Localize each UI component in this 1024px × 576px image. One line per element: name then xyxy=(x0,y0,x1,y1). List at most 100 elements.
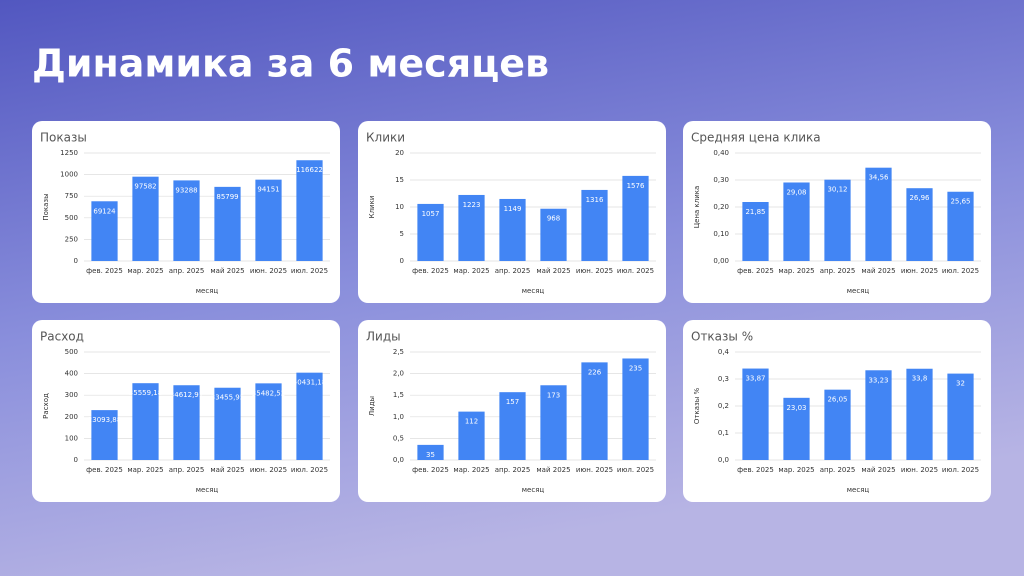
value-label: 29,08 xyxy=(786,188,806,196)
bar xyxy=(622,175,649,261)
value-label: 26,05 xyxy=(827,396,847,404)
bar xyxy=(947,373,974,460)
bar xyxy=(540,385,567,460)
value-label: 40431,18 xyxy=(293,379,326,387)
x-tick-label: мар. 2025 xyxy=(778,466,814,474)
value-label: 21,85 xyxy=(745,208,765,216)
chart-card: Средняя цена клика 0,00 0,10 0,20 0,30 0,40 Це… xyxy=(683,121,991,303)
x-tick-label: фев. 2025 xyxy=(412,267,449,275)
x-axis-label: месяц xyxy=(522,486,545,494)
y-axis-label: Лиды xyxy=(368,396,376,416)
value-label: 1057 xyxy=(422,210,440,218)
bar xyxy=(296,372,323,460)
x-tick-label: фев. 2025 xyxy=(412,466,449,474)
y-axis-label: Показы xyxy=(42,193,50,220)
x-tick-label: июн. 2025 xyxy=(901,267,938,275)
bar xyxy=(865,167,892,261)
value-label: 34612,91 xyxy=(170,391,203,399)
x-tick-label: мар. 2025 xyxy=(127,267,163,275)
x-tick-label: фев. 2025 xyxy=(86,466,123,474)
x-tick-label: июл. 2025 xyxy=(617,466,654,474)
y-tick-label: 0,10 xyxy=(713,230,729,238)
bar xyxy=(458,411,485,460)
y-tick-label: 0,00 xyxy=(713,257,729,265)
value-label: 94151 xyxy=(257,186,279,194)
bar xyxy=(214,186,241,261)
value-label: 35482,52 xyxy=(252,389,285,397)
slide-title: Динамика за 6 месяцев xyxy=(32,42,549,86)
y-tick-label: 0,0 xyxy=(718,456,729,464)
y-tick-label: 100 xyxy=(65,434,78,442)
x-tick-label: мар. 2025 xyxy=(127,466,163,474)
x-tick-label: май 2025 xyxy=(210,267,244,275)
value-label: 1149 xyxy=(504,205,522,213)
y-axis-label: Отказы % xyxy=(693,388,701,425)
y-tick-label: 0 xyxy=(74,257,78,265)
y-tick-label: 500 xyxy=(65,214,78,222)
y-tick-label: 0,5 xyxy=(393,434,404,442)
bar xyxy=(499,392,526,460)
x-tick-label: мар. 2025 xyxy=(778,267,814,275)
value-label: 116622 xyxy=(296,166,323,174)
x-tick-label: июн. 2025 xyxy=(901,466,938,474)
y-tick-label: 0,3 xyxy=(718,375,729,383)
value-label: 26,96 xyxy=(909,194,930,202)
bar xyxy=(742,202,769,261)
y-tick-label: 1,0 xyxy=(393,413,404,421)
chart-card: Лиды 0,0 0,5 1,0 1,5 2,0 2,5 Лиды месяц фев. 2025… xyxy=(358,320,666,502)
y-tick-label: 1,5 xyxy=(393,391,404,399)
bar xyxy=(581,189,608,261)
x-tick-label: июн. 2025 xyxy=(250,466,287,474)
value-label: 33,87 xyxy=(745,375,765,383)
x-tick-label: апр. 2025 xyxy=(820,466,856,474)
x-tick-label: апр. 2025 xyxy=(495,466,531,474)
y-tick-label: 0,4 xyxy=(718,348,730,356)
bar xyxy=(824,389,851,460)
chart-title: Лиды xyxy=(366,330,401,344)
value-label: 69124 xyxy=(93,207,116,215)
bar xyxy=(214,387,241,460)
value-label: 157 xyxy=(506,398,519,406)
value-label: 85799 xyxy=(216,193,238,201)
chart-card: Отказы % 0,0 0,1 0,2 0,3 0,4 Отказы % месяц фев.… xyxy=(683,320,991,502)
bar xyxy=(132,176,159,261)
bar xyxy=(499,198,526,261)
bar xyxy=(173,180,200,261)
x-tick-label: фев. 2025 xyxy=(737,267,774,275)
y-tick-label: 500 xyxy=(65,348,78,356)
y-tick-label: 400 xyxy=(65,370,78,378)
bar xyxy=(540,208,567,261)
chart-card: Клики 0 5 10 15 20 Клики месяц фев. 2025 1057 мар.… xyxy=(358,121,666,303)
chart-title: Отказы % xyxy=(691,330,753,344)
x-tick-label: мар. 2025 xyxy=(453,466,489,474)
value-label: 35 xyxy=(426,451,435,459)
value-label: 33455,95 xyxy=(211,394,244,402)
y-axis-label: Цена клика xyxy=(693,186,701,229)
x-tick-label: май 2025 xyxy=(861,267,895,275)
bar xyxy=(91,201,118,261)
y-tick-label: 10 xyxy=(395,203,404,211)
y-tick-label: 1250 xyxy=(60,149,78,157)
value-label: 173 xyxy=(547,391,560,399)
chart-title: Показы xyxy=(40,131,87,145)
y-tick-label: 1000 xyxy=(60,171,78,179)
y-tick-label: 0,20 xyxy=(713,203,729,211)
bar xyxy=(132,383,159,460)
y-tick-label: 2,5 xyxy=(393,348,404,356)
bar xyxy=(906,188,933,261)
bar xyxy=(91,410,118,460)
x-axis-label: месяц xyxy=(196,486,219,494)
value-label: 33,8 xyxy=(912,375,928,383)
x-tick-label: июн. 2025 xyxy=(576,267,613,275)
x-tick-label: июл. 2025 xyxy=(942,466,979,474)
bar xyxy=(783,397,810,460)
x-tick-label: июн. 2025 xyxy=(576,466,613,474)
y-tick-label: 0 xyxy=(74,456,78,464)
x-tick-label: май 2025 xyxy=(536,267,570,275)
value-label: 35559,18 xyxy=(129,389,162,397)
y-tick-label: 200 xyxy=(65,413,78,421)
value-label: 1223 xyxy=(463,201,481,209)
x-tick-label: май 2025 xyxy=(861,466,895,474)
x-axis-label: месяц xyxy=(847,287,870,295)
x-tick-label: апр. 2025 xyxy=(169,466,205,474)
